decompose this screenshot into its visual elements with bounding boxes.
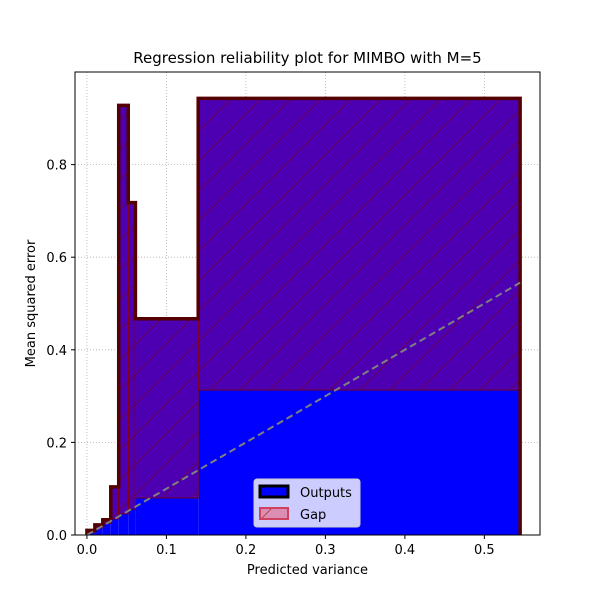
y-tick-label: 0.6 <box>46 251 67 266</box>
gap-series <box>86 97 521 534</box>
gap-bar <box>134 318 199 499</box>
legend-label-gap: Gap <box>300 508 326 523</box>
plot-frame <box>74 71 541 536</box>
legend: Outputs Gap <box>253 478 361 528</box>
y-axis-label: Mean squared error <box>24 239 39 367</box>
legend-swatch-outputs <box>258 484 290 499</box>
x-tick-label: 0.5 <box>474 543 495 558</box>
y-tick-label: 0.8 <box>46 159 67 174</box>
outputs-outline <box>85 96 522 535</box>
y-tick-label: 0.0 <box>46 529 67 544</box>
x-axis-ticks: 0.0 0.1 0.2 0.3 0.4 0.5 <box>77 535 495 558</box>
legend-label-outputs: Outputs <box>300 486 352 501</box>
x-tick-label: 0.0 <box>77 543 98 558</box>
x-tick-label: 0.2 <box>236 543 257 558</box>
x-tick-label: 0.1 <box>156 543 177 558</box>
plot-area <box>85 96 522 535</box>
outputs-bar <box>102 519 111 535</box>
perfect-calibration-line <box>86 281 521 535</box>
gap-bar <box>197 97 521 391</box>
y-tick-label: 0.2 <box>46 436 67 451</box>
x-axis-label: Predicted variance <box>247 563 368 578</box>
outputs-bar <box>94 524 103 535</box>
x-tick-label: 0.4 <box>395 543 416 558</box>
legend-swatch-gap <box>259 507 289 520</box>
chart-title: Regression reliability plot for MIMBO wi… <box>133 49 481 67</box>
x-tick-label: 0.3 <box>315 543 336 558</box>
y-tick-label: 0.4 <box>46 344 67 359</box>
y-axis-ticks: 0.0 0.2 0.4 0.6 0.8 <box>46 159 75 544</box>
